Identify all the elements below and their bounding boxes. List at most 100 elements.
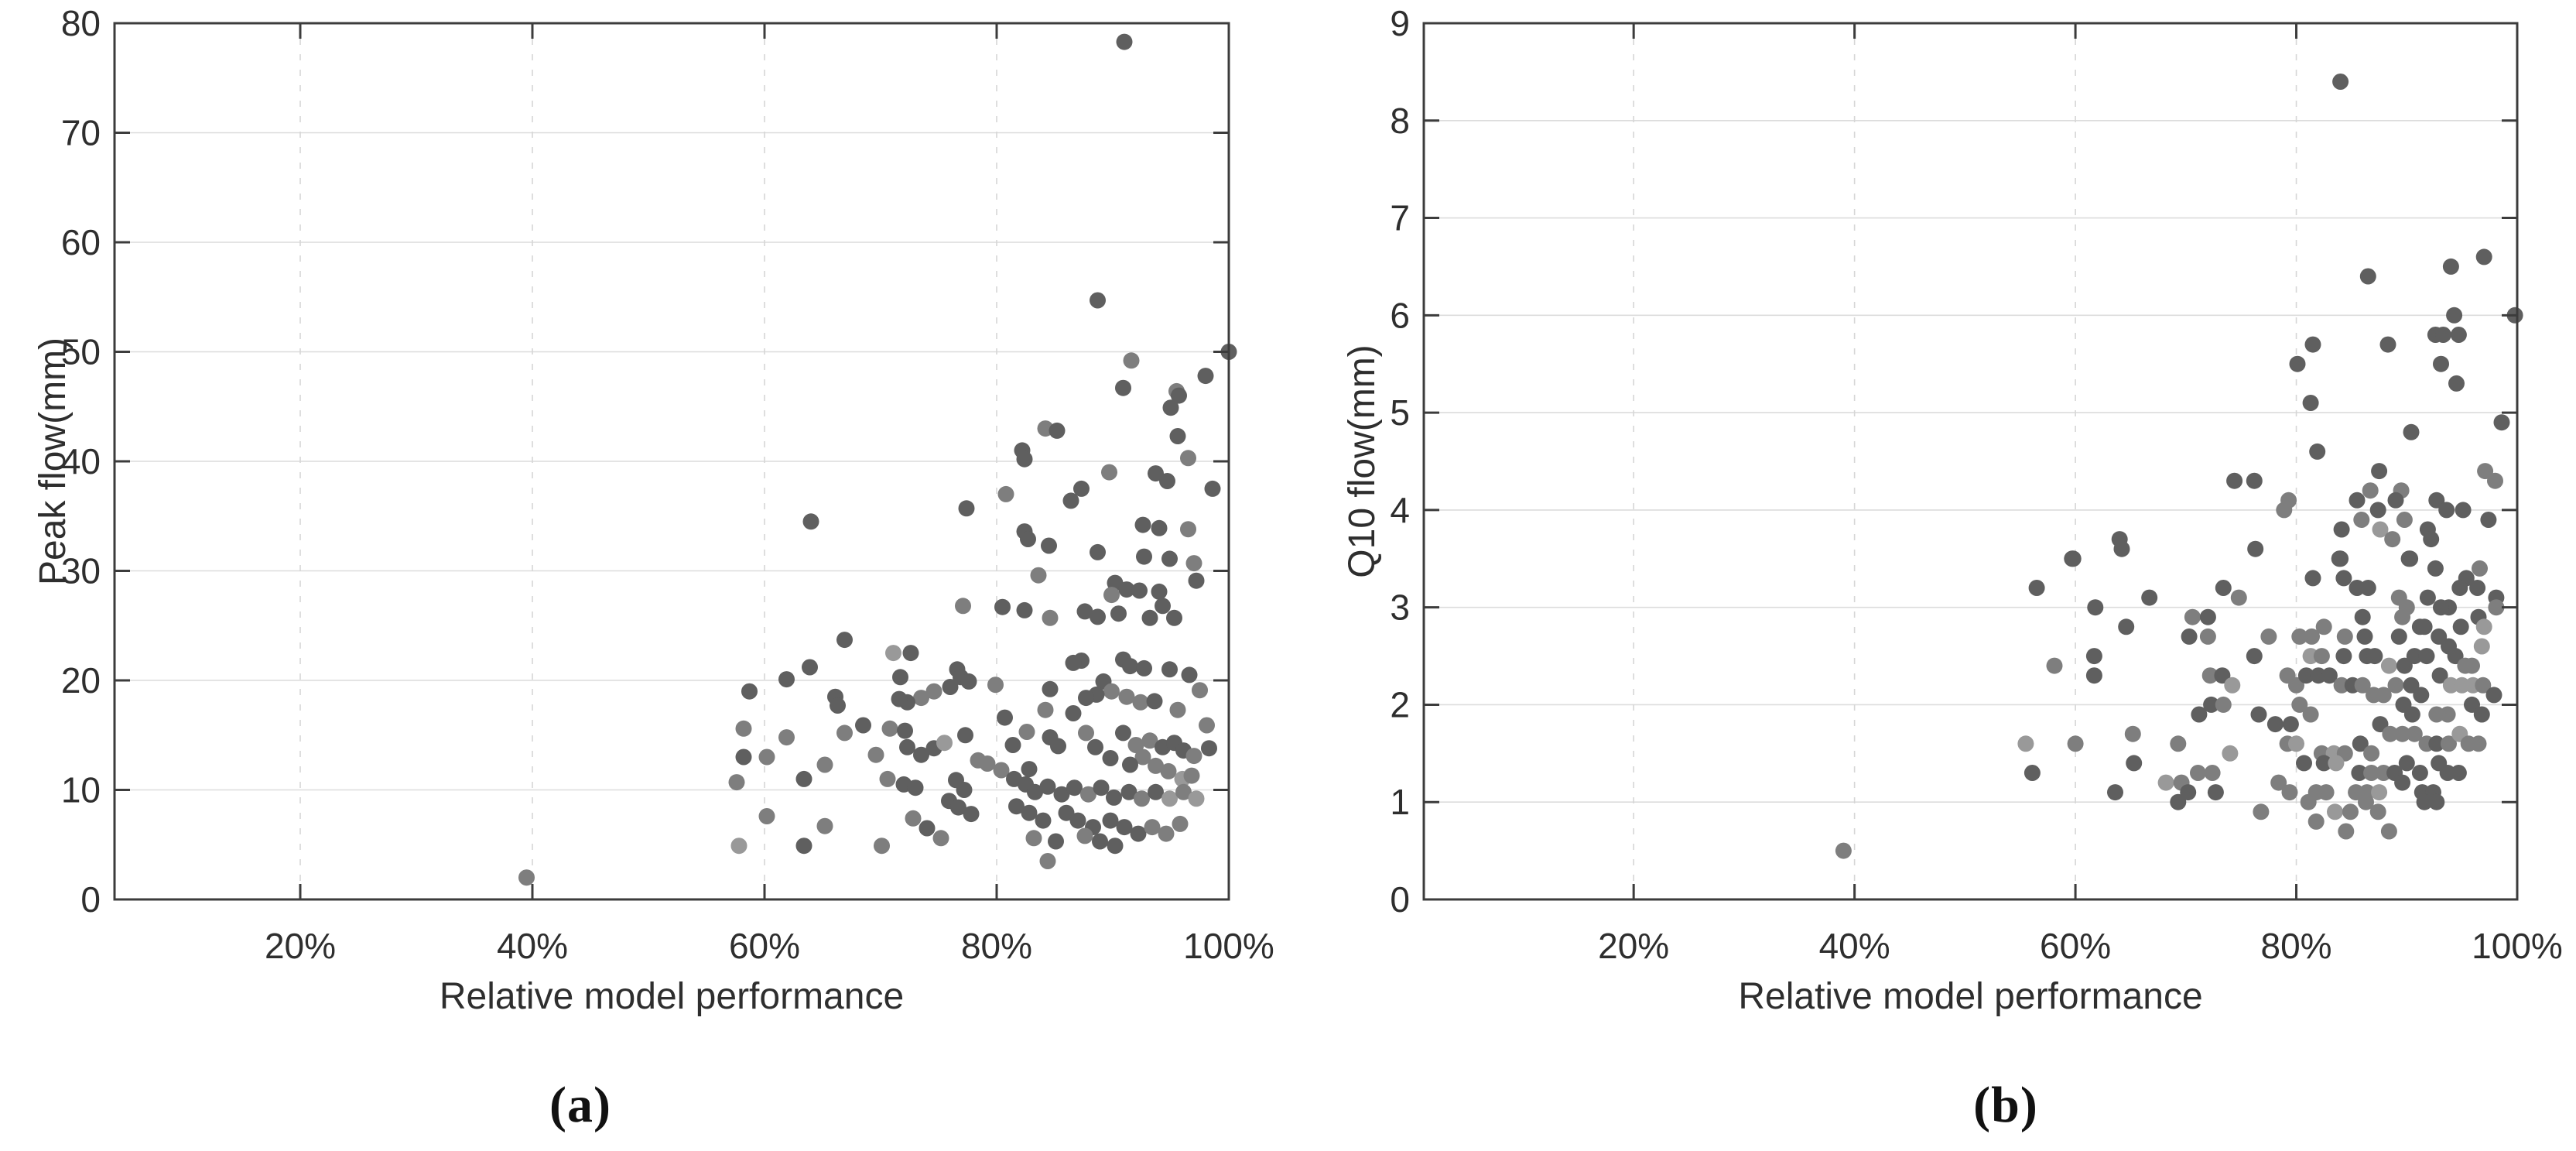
data-point xyxy=(2126,755,2143,772)
data-point xyxy=(2157,774,2174,791)
data-point xyxy=(2427,560,2444,577)
y-tick-label: 3 xyxy=(1390,587,1410,628)
data-point xyxy=(2363,745,2380,762)
data-point xyxy=(907,779,924,796)
data-point xyxy=(2304,570,2321,587)
data-point xyxy=(1018,724,1035,740)
data-point xyxy=(2191,706,2208,723)
data-point xyxy=(1073,480,1090,497)
data-point xyxy=(1102,812,1119,829)
data-point xyxy=(881,720,898,737)
data-point xyxy=(2067,735,2084,752)
data-point xyxy=(2289,355,2306,372)
y-tick-label: 40 xyxy=(61,441,101,481)
data-point xyxy=(1004,737,1021,753)
data-point xyxy=(2304,336,2321,353)
data-point xyxy=(2113,540,2130,557)
data-point xyxy=(2431,667,2448,684)
data-point xyxy=(2433,355,2449,372)
data-point xyxy=(1136,548,1152,565)
data-point xyxy=(1058,804,1075,821)
data-point xyxy=(2362,482,2379,499)
data-point xyxy=(2087,599,2104,616)
caption-a: (a) xyxy=(549,1077,611,1133)
data-point xyxy=(958,500,975,517)
data-point xyxy=(1037,701,1054,718)
data-point xyxy=(1066,779,1083,796)
data-point xyxy=(1172,815,1189,832)
y-tick-label: 5 xyxy=(1390,392,1410,433)
data-point xyxy=(1151,583,1168,600)
data-point xyxy=(1042,680,1059,697)
data-point xyxy=(1136,659,1152,677)
data-point xyxy=(2475,248,2492,265)
data-point xyxy=(830,697,846,714)
data-point xyxy=(2313,648,2330,665)
y-tick-label: 30 xyxy=(61,551,101,591)
panel-b-axes-box xyxy=(1422,22,2519,901)
data-point xyxy=(892,669,908,686)
data-point xyxy=(956,782,973,798)
data-point xyxy=(1183,767,1200,784)
data-point xyxy=(2464,696,2480,713)
data-point xyxy=(2428,735,2445,752)
data-point xyxy=(1116,819,1133,836)
data-point xyxy=(2017,735,2034,752)
data-point xyxy=(1042,609,1059,626)
data-point xyxy=(2224,677,2241,694)
data-point xyxy=(1122,756,1138,773)
panel-b-grid xyxy=(1424,23,2517,899)
data-point xyxy=(2215,696,2232,713)
data-point xyxy=(2201,667,2219,684)
data-point xyxy=(899,738,915,755)
data-point xyxy=(2371,463,2388,480)
data-point xyxy=(1141,609,1158,626)
data-point xyxy=(1021,761,1038,778)
data-point xyxy=(1122,658,1138,675)
data-point xyxy=(1148,465,1164,482)
data-point xyxy=(2302,395,2319,411)
data-point xyxy=(2446,307,2463,324)
data-point xyxy=(1039,778,1056,795)
data-point xyxy=(518,869,535,886)
data-point xyxy=(1080,786,1096,803)
data-point xyxy=(2291,628,2308,645)
data-point xyxy=(2406,648,2423,665)
data-point xyxy=(2288,677,2304,694)
data-point xyxy=(942,679,959,695)
data-point xyxy=(1090,608,1106,625)
data-point xyxy=(2085,648,2102,665)
x-tick-label: 100% xyxy=(1183,926,1274,966)
data-point xyxy=(2394,608,2411,625)
data-point xyxy=(855,717,871,734)
data-point xyxy=(2413,687,2430,704)
data-point xyxy=(2380,823,2397,840)
data-point xyxy=(1030,567,1047,584)
data-point xyxy=(1185,555,1202,572)
data-point xyxy=(2372,716,2389,733)
panel-a-ticks: 20% 40% 60% 80% 100% 0 10 20 30 40 50 60 70 80 xyxy=(61,3,1274,966)
data-point xyxy=(2403,677,2420,694)
y-tick-label: 0 xyxy=(1390,879,1410,920)
data-point xyxy=(2141,589,2158,606)
y-tick-label: 10 xyxy=(61,770,101,810)
data-point xyxy=(1021,804,1038,821)
data-point xyxy=(1185,748,1202,765)
data-point xyxy=(2207,784,2224,801)
data-point xyxy=(1134,748,1151,766)
data-point xyxy=(1162,399,1179,416)
data-point xyxy=(2387,492,2404,509)
data-point xyxy=(2487,472,2503,489)
data-point xyxy=(2464,657,2480,674)
data-point xyxy=(1158,825,1175,842)
data-point xyxy=(2354,608,2371,625)
data-point xyxy=(1132,694,1149,711)
data-point xyxy=(932,830,949,847)
data-point xyxy=(2321,667,2338,684)
data-point xyxy=(2170,735,2187,752)
data-point xyxy=(993,762,1010,779)
data-point xyxy=(919,820,936,837)
data-point xyxy=(1025,830,1042,847)
data-point xyxy=(1050,738,1066,755)
